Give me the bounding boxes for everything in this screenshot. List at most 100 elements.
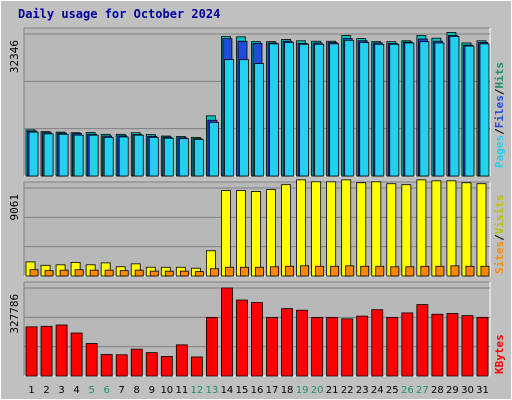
bar-sites [405, 266, 415, 277]
legend-kbytes-part: KBytes [493, 334, 506, 374]
bar-pages [28, 131, 39, 177]
bar-visits [356, 182, 367, 277]
bar-pages [178, 138, 189, 177]
bar-kbytes [386, 317, 399, 377]
y-max-label: 327786 [8, 294, 21, 334]
legend-visits-sites-part: Visits [493, 195, 506, 235]
day-label: 4 [73, 385, 79, 396]
bar-visits [476, 183, 487, 277]
bar-kbytes [281, 308, 293, 377]
bar-pages [404, 42, 415, 177]
day-label: 31 [476, 385, 489, 396]
chart-title: Daily usage for October 2024 [18, 7, 221, 21]
day-label: 8 [134, 385, 140, 396]
bar-pages [374, 43, 385, 177]
bar-sites [149, 270, 159, 277]
bar-sites [360, 265, 370, 277]
bar-pages [193, 139, 204, 177]
bar-kbytes [416, 304, 429, 377]
bar-kbytes [25, 326, 38, 377]
bar-kbytes [100, 354, 113, 377]
bar-visits [431, 180, 442, 277]
legend-hits-files-pages-part: Pages [493, 135, 506, 168]
bar-sites [450, 265, 460, 277]
bar-kbytes [401, 312, 414, 377]
day-label: 20 [311, 385, 324, 396]
bar-kbytes [40, 325, 53, 377]
bar-kbytes [371, 309, 384, 377]
bar-kbytes [476, 317, 489, 377]
bar-pages [239, 59, 249, 177]
bar-pages [314, 43, 325, 177]
day-label: 24 [371, 385, 384, 396]
bar-kbytes [190, 356, 203, 377]
legend-hits-files-pages-part: / [493, 128, 506, 135]
bar-visits [371, 181, 382, 277]
bar-visits [266, 189, 276, 277]
bar-pages [284, 42, 294, 177]
bar-kbytes [326, 317, 339, 377]
bar-pages [479, 43, 490, 177]
bar-pages [73, 134, 84, 177]
bar-sites [209, 268, 219, 277]
bar-kbytes [461, 315, 474, 377]
bar-sites [240, 266, 249, 277]
bar-sites [375, 265, 385, 277]
bar-visits [251, 191, 261, 277]
bar-pages [133, 134, 144, 177]
bar-pages [389, 43, 400, 177]
bar-kbytes [130, 348, 143, 377]
bar-sites [345, 265, 355, 277]
bar-kbytes [251, 302, 263, 377]
bar-sites [179, 270, 189, 277]
day-label: 23 [356, 385, 369, 396]
bar-kbytes [205, 317, 218, 377]
bar-pages [118, 136, 129, 177]
bar-sites [300, 265, 310, 277]
day-label: 13 [206, 385, 219, 396]
bar-visits [446, 180, 457, 277]
bar-visits [461, 182, 472, 277]
bar-pages [464, 45, 475, 177]
y-max-label: 32346 [8, 40, 21, 73]
bar-sites [194, 271, 204, 277]
day-label: 1 [28, 385, 34, 396]
bar-sites [119, 270, 129, 277]
bar-visits [341, 179, 352, 277]
bar-pages [103, 136, 114, 177]
day-label: 7 [119, 385, 125, 396]
day-label: 14 [221, 385, 234, 396]
day-label: 11 [175, 385, 188, 396]
bar-sites [480, 265, 490, 277]
day-label: 3 [58, 385, 64, 396]
bar-sites [44, 270, 54, 277]
bar-pages [344, 39, 355, 177]
bar-sites [59, 269, 69, 277]
bar-pages [43, 133, 54, 177]
bar-visits [296, 179, 307, 277]
day-label: 5 [88, 385, 94, 396]
bar-visits [236, 190, 246, 277]
legend-visits-sites: Sites/Visits [493, 195, 506, 275]
bar-pages [269, 43, 279, 177]
bar-sites [330, 265, 340, 277]
y-max-label: 9061 [8, 194, 21, 221]
bar-visits [311, 181, 322, 277]
bar-sites [225, 266, 234, 277]
bar-pages [419, 41, 430, 177]
bar-sites [89, 269, 99, 277]
bar-sites [315, 265, 325, 277]
bar-kbytes [221, 287, 233, 377]
day-label: 12 [191, 385, 204, 396]
bar-kbytes [85, 343, 98, 377]
day-label: 19 [296, 385, 309, 396]
day-label: 29 [446, 385, 459, 396]
bar-pages [163, 137, 174, 177]
day-label: 2 [43, 385, 49, 396]
day-label: 27 [416, 385, 429, 396]
bar-sites [164, 270, 174, 277]
bar-kbytes [356, 315, 369, 377]
bar-kbytes [446, 313, 459, 377]
bar-kbytes [160, 356, 173, 377]
day-label: 15 [236, 385, 249, 396]
